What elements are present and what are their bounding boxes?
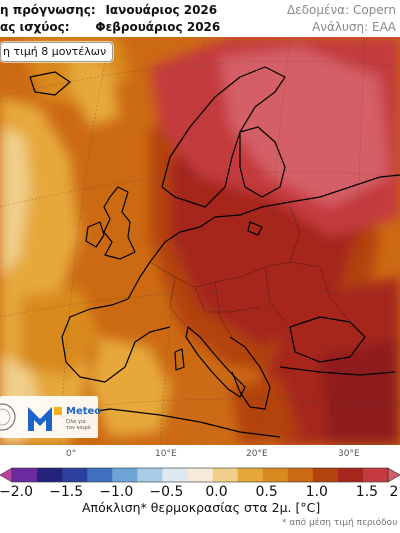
colorbar-tick-label: 0.0: [205, 484, 228, 500]
colorbar-segment: [262, 468, 289, 482]
colorbar-segment: [162, 468, 188, 482]
logo-name: Meteo: [66, 406, 102, 417]
colorbar-segment: [137, 468, 163, 482]
map-svg: [0, 37, 400, 445]
colorbar-segment: [87, 468, 113, 482]
colorbar: [0, 467, 400, 483]
colorbar-segment: [62, 468, 88, 482]
lon-label-30e: 30°E: [338, 449, 360, 459]
valid-row: ας ισχύος: Φεβρουάριος 2026: [0, 20, 220, 34]
colorbar-tick-label: −1.0: [99, 484, 134, 500]
colorbar-segment: [362, 468, 389, 482]
meteo-logo-icon: [28, 407, 62, 431]
footnote: * από μέση τιμή περιόδου 1: [281, 518, 400, 528]
colorbar-tick-label: 1.5: [355, 484, 379, 500]
partner-seal-icon: [0, 403, 16, 431]
colorbar-segment: [337, 468, 364, 482]
colorbar-tick-label: 2: [389, 484, 399, 500]
logo-box: Meteo Όλα για τον καιρό: [0, 396, 102, 438]
colorbar-segment: [37, 468, 63, 482]
colorbar-tick-label: 0.5: [255, 484, 278, 500]
colorbar-segment: [112, 468, 138, 482]
coastlines: [29, 66, 400, 438]
valid-label: ας ισχύος:: [0, 20, 70, 34]
colorbar-segment: [287, 468, 314, 482]
forecast-row: η πρόγνωσης: Ιανουάριος 2026: [0, 3, 217, 17]
colorbar-tick-label: −1.5: [49, 484, 84, 500]
graticule: [0, 37, 400, 445]
lon-label-20e: 20°E: [246, 449, 268, 459]
colorbar-segment: [12, 468, 38, 482]
model-mean-note: η τιμή 8 μοντέλων: [0, 42, 114, 62]
colorbar-segment: [312, 468, 339, 482]
forecast-value: Ιανουάριος 2026: [105, 3, 218, 17]
forecast-label: η πρόγνωσης:: [0, 3, 96, 17]
anomaly-map: [0, 37, 400, 445]
colorbar-segment: [187, 468, 214, 482]
colorbar-title: Απόκλιση* θερμοκρασίας στα 2μ. [°C]: [82, 500, 321, 515]
lon-label-10e: 10°E: [155, 449, 177, 459]
logo-slogan-line2: τον καιρό: [66, 425, 91, 431]
analysis-credit: Ανάλυση: ΕΑΑ: [312, 20, 396, 34]
colorbar-tick-label: 1.0: [305, 484, 328, 500]
colorbar-border: [11, 467, 389, 483]
colorbar-segment: [212, 468, 239, 482]
colorbar-tick-label: −0.5: [149, 484, 184, 500]
colorbar-tick-label: −2.0: [0, 484, 33, 500]
colorbar-max-extension: [387, 467, 400, 483]
lon-label-0: 0°: [66, 449, 77, 459]
colorbar-segment: [237, 468, 264, 482]
logo-slogan-line1: Όλα για: [66, 419, 86, 425]
colorbar-min-extension: [0, 467, 13, 483]
data-source: Δεδομένα: Copern: [286, 3, 396, 17]
anomaly-shading: [0, 37, 400, 445]
country-borders: [149, 206, 351, 338]
valid-value: Φεβρουάριος 2026: [95, 20, 221, 34]
logo-slogan: Όλα για τον καιρό: [66, 419, 91, 431]
